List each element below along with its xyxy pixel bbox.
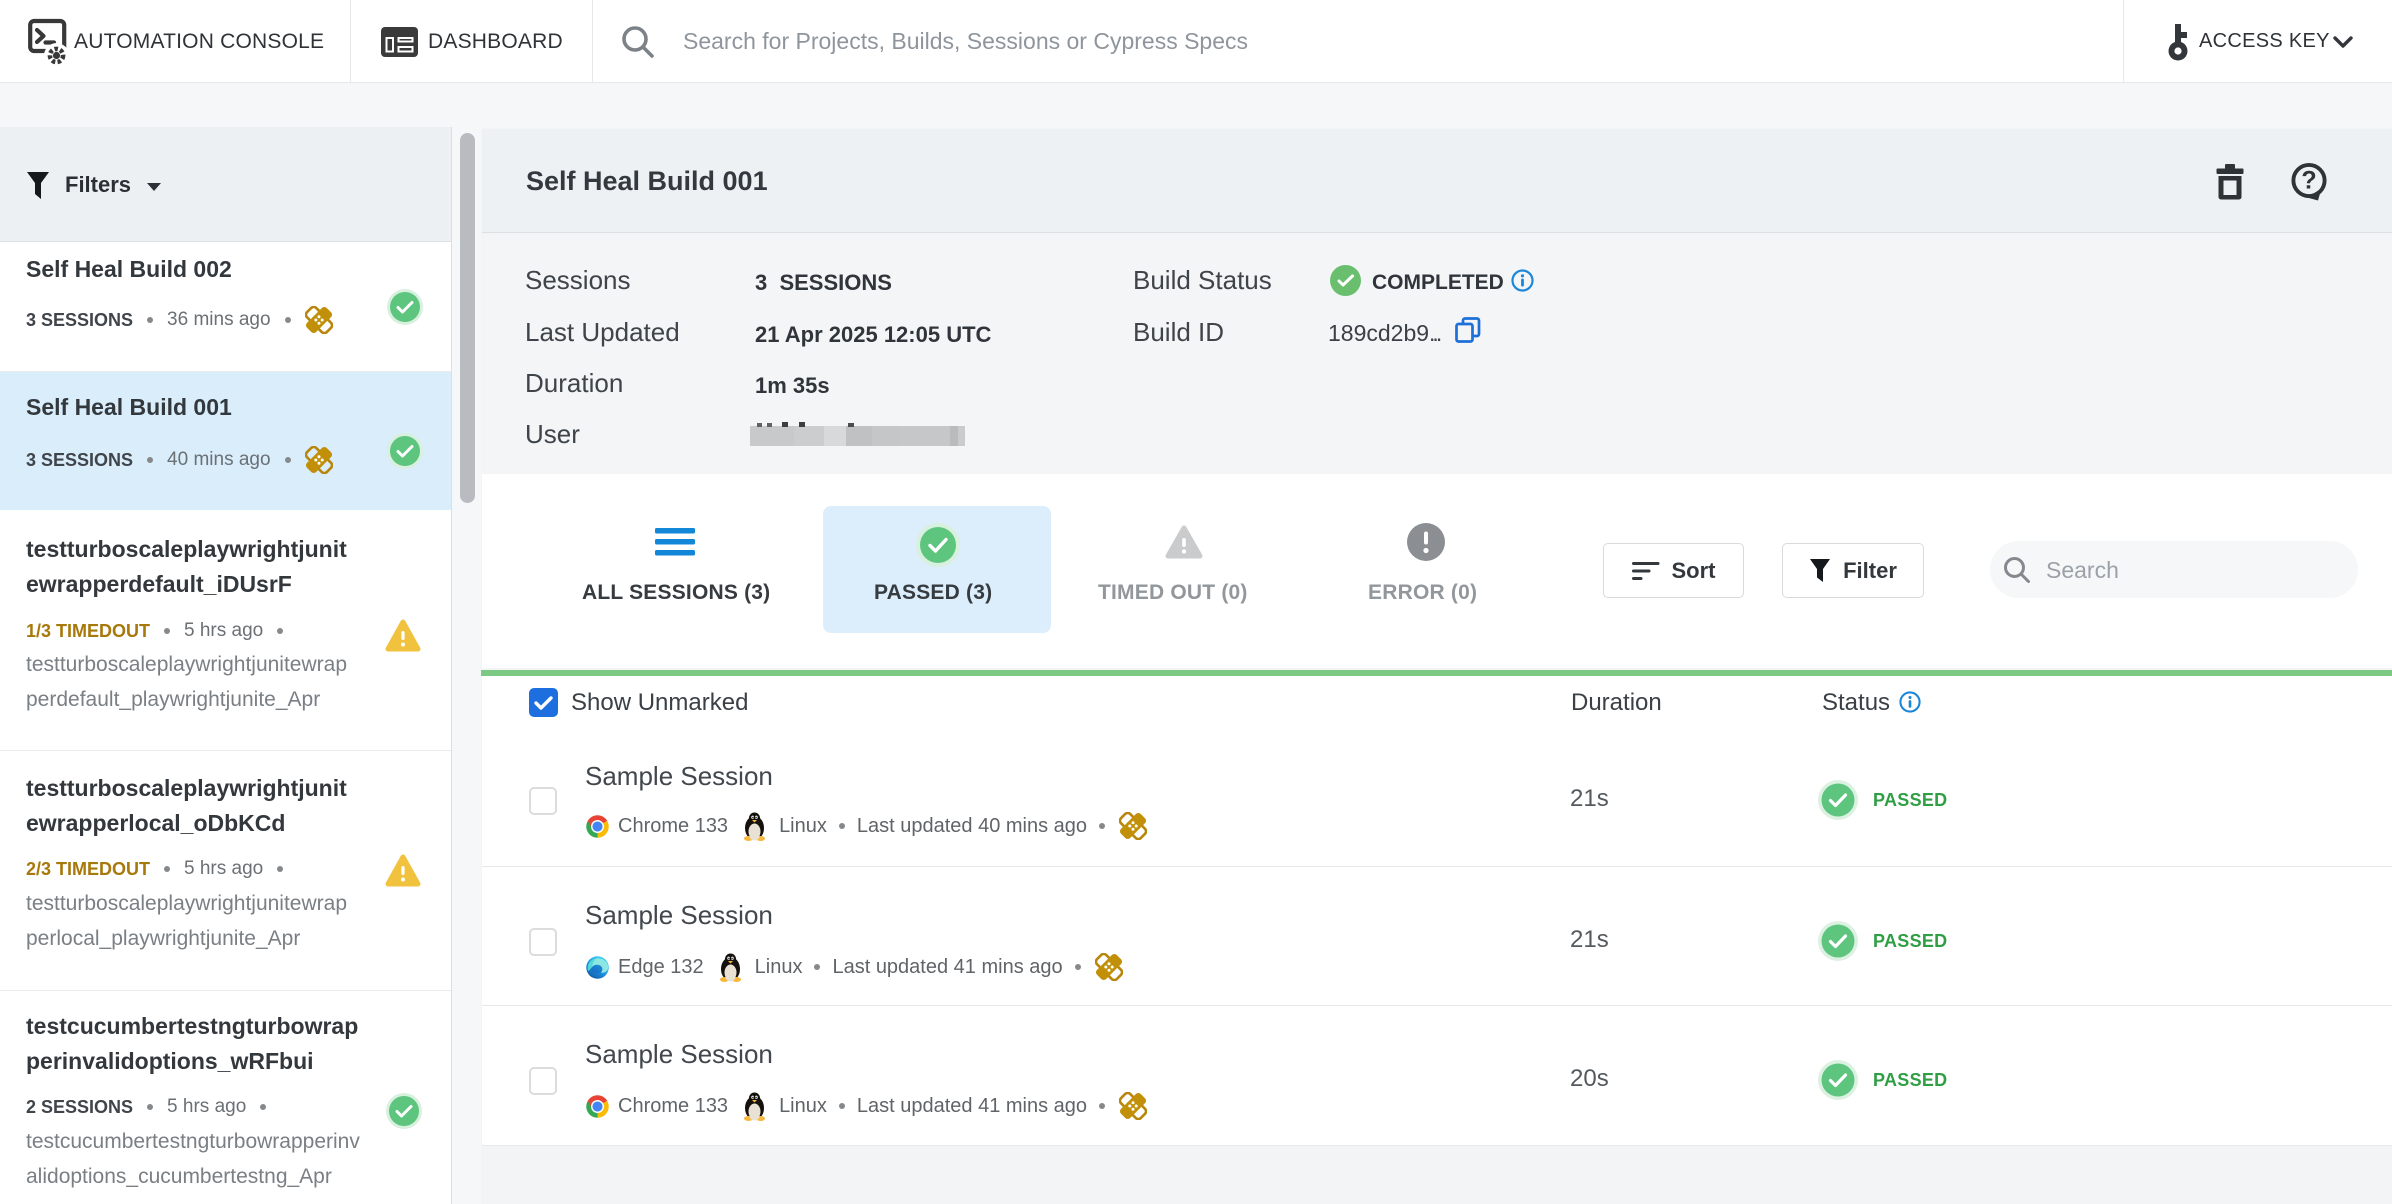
svg-text:?: ?	[2301, 167, 2316, 195]
